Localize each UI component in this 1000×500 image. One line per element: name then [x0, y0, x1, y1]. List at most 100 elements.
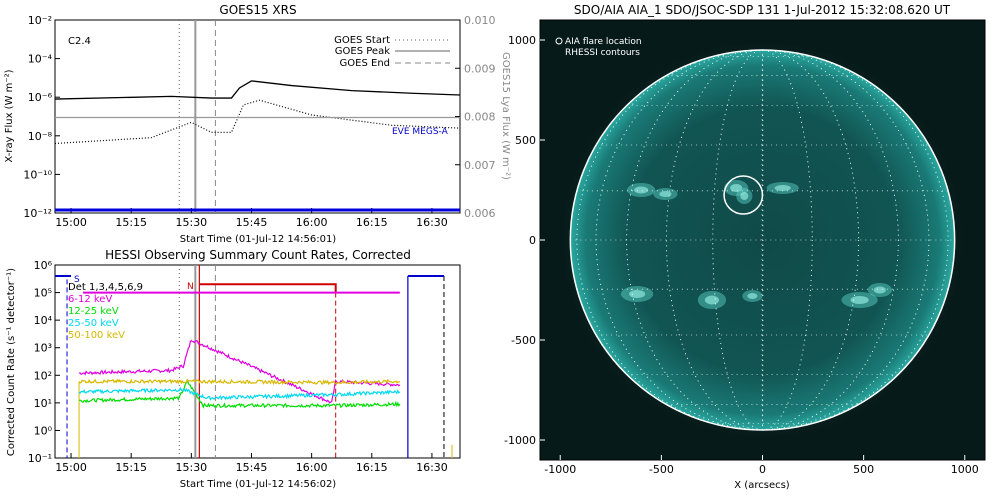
hessi-y-ticks: 10⁶ 10⁵ 10⁴ 10³ 10² 10¹ 10⁰ 10⁻¹	[28, 259, 60, 465]
aia-active-region-core	[774, 185, 791, 191]
goes-x-tick-label: 15:45	[236, 216, 268, 229]
hessi-y-tick-label: 10⁴	[34, 314, 53, 327]
aia-x-tick-label: -500	[649, 463, 674, 476]
goes-y-tick-label: 10⁻²	[28, 14, 52, 27]
hessi-series-25-50-kev	[78, 386, 401, 401]
goes-y-tick-label: 10⁻¹²	[23, 207, 52, 220]
goes-x-tick-label: 16:00	[296, 216, 328, 229]
aia-active-region-core	[740, 192, 749, 200]
hessi-x-tick-label: 15:45	[236, 461, 268, 474]
hessi-series-50-100-kev	[78, 378, 401, 386]
aia-y-ticks: 1000 500 0 -500 -1000	[504, 34, 545, 447]
aia-grid-longitude	[626, 49, 899, 431]
aia-x-tick-label: -1000	[544, 463, 576, 476]
aia-y-tick-label: -500	[511, 334, 536, 347]
goes-y2-tick-label: 0.008	[464, 111, 496, 124]
aia-grid-longitude	[576, 49, 949, 431]
aia-x-ticks: -1000 -500 0 500 1000	[544, 455, 979, 476]
hessi-legend-6-12: 6-12 keV	[68, 294, 112, 305]
hessi-series-6-12-kev	[78, 339, 401, 404]
goes-y2-tick-label: 0.010	[464, 14, 496, 27]
aia-x-tick-label: 1000	[951, 463, 979, 476]
goes-series-long	[54, 80, 461, 100]
hessi-y-label: Corrected Count Rate (s⁻¹ detector⁻¹)	[6, 268, 17, 456]
hessi-legend-25-50: 25-50 keV	[68, 318, 119, 329]
hessi-legend: Det 1,3,4,5,6,9 6-12 keV 12-25 keV 25-50…	[68, 282, 143, 341]
aia-panel: SDO/AIA AIA_1 SDO/JSOC-SDP 131 1-Jul-201…	[504, 3, 986, 491]
goes-x-tick-label: 16:15	[356, 216, 388, 229]
goes-y-tick-label: 10⁻¹⁰	[23, 168, 52, 181]
aia-active-region-core	[850, 296, 869, 304]
hessi-x-ticks: 15:00 15:15 15:30 15:45 16:00 16:15 16:30	[55, 453, 448, 474]
goes-eve-label: EVE MEGS-A	[392, 127, 449, 137]
hessi-legend-12-25: 12-25 keV	[68, 306, 119, 317]
goes-y-ticks: 10⁻² 10⁻⁴ 10⁻⁶ 10⁻⁸ 10⁻¹⁰ 10⁻¹²	[23, 14, 60, 220]
aia-legend-rhessi: RHESSI contours	[565, 48, 640, 58]
goes-y-tick-label: 10⁻⁶	[28, 91, 53, 104]
aia-active-region-core	[659, 191, 672, 197]
hessi-x-label: Start Time (01-Jul-12 14:56:02)	[180, 479, 337, 490]
goes-plot-area	[54, 20, 461, 213]
hessi-y-tick-label: 10⁶	[34, 259, 53, 272]
aia-flare-location-circle	[723, 175, 764, 215]
goes-legend: GOES Start GOES Peak GOES End	[334, 35, 450, 69]
aia-x-tick-label: 500	[853, 463, 874, 476]
aia-active-region-core	[730, 184, 743, 192]
aia-y-tick-label: 0	[529, 234, 536, 247]
hessi-y-tick-label: 10¹	[34, 397, 52, 410]
goes-y2-tick-label: 0.007	[464, 159, 496, 172]
goes-xrs-panel: GOES15 XRS 15:00 15:15 15:30 15:45 16:00 16:1…	[4, 3, 511, 245]
aia-legend-flare-location: AIA flare location	[565, 37, 642, 47]
goes-title: GOES15 XRS	[219, 3, 296, 17]
legend-goes-peak: GOES Peak	[335, 46, 390, 57]
goes-flare-class: C2.4	[68, 36, 91, 47]
hessi-x-tick-label: 15:30	[175, 461, 207, 474]
hessi-x-tick-label: 15:00	[55, 461, 87, 474]
aia-solar-limb	[569, 49, 956, 431]
hessi-plot-area	[55, 265, 453, 458]
goes-y2-ticks: 0.010 0.009 0.008 0.007 0.006	[455, 14, 496, 220]
aia-y-tick-label: -1000	[504, 434, 536, 447]
hessi-y-tick-label: 10⁵	[34, 287, 52, 300]
hessi-flag-s: S	[74, 275, 80, 285]
goes-x-ticks: 15:00 15:15 15:30 15:45 16:00 16:15 16:30	[55, 208, 448, 229]
aia-x-tick-label: 0	[759, 463, 766, 476]
goes-y2-tick-label: 0.009	[464, 62, 496, 75]
goes-x-tick-label: 16:30	[416, 216, 448, 229]
goes-y2-tick-label: 0.006	[464, 207, 496, 220]
hessi-detectors: Det 1,3,4,5,6,9	[68, 282, 143, 293]
hessi-y-tick-label: 10²	[34, 369, 52, 382]
goes-y-label: X-ray Flux (W m⁻²)	[4, 69, 15, 162]
goes-y-tick-label: 10⁻⁴	[28, 53, 53, 66]
hessi-legend-50-100: 50-100 keV	[68, 330, 125, 341]
aia-y-tick-label: 1000	[508, 34, 536, 47]
hessi-plot-frame	[54, 264, 461, 459]
hessi-x-tick-label: 16:15	[356, 461, 388, 474]
aia-active-region-core	[873, 286, 886, 294]
aia-x-label: X (arcsecs)	[734, 480, 790, 491]
goes-plot-frame	[54, 19, 461, 214]
goes-series-short	[54, 99, 461, 145]
goes-x-tick-label: 15:00	[55, 216, 87, 229]
hessi-panel: HESSI Observing Summary Count Rates, Cor…	[6, 248, 461, 490]
hessi-flag-line-red	[199, 283, 337, 293]
goes-y2-label: GOES15 Lya Flux (W m⁻²)	[500, 52, 511, 180]
hessi-y-tick-label: 10⁻¹	[28, 452, 52, 465]
goes-x-tick-label: 15:15	[115, 216, 147, 229]
legend-goes-start: GOES Start	[334, 35, 390, 46]
aia-legend-flare-marker	[555, 37, 563, 45]
hessi-y-tick-label: 10³	[34, 342, 52, 355]
hessi-y-tick-label: 10⁰	[34, 424, 53, 437]
hessi-x-tick-label: 16:00	[296, 461, 328, 474]
aia-active-region-core	[629, 290, 646, 298]
hessi-flag-n: N	[187, 282, 194, 292]
hessi-series-12-25-kev	[78, 378, 401, 409]
aia-active-region-core	[704, 295, 720, 305]
aia-y-tick-label: 500	[515, 134, 536, 147]
legend-goes-end: GOES End	[340, 58, 390, 69]
aia-title: SDO/AIA AIA_1 SDO/JSOC-SDP 131 1-Jul-201…	[574, 3, 951, 17]
aia-active-region-core	[747, 293, 758, 299]
goes-x-label: Start Time (01-Jul-12 14:56:01)	[180, 234, 337, 245]
aia-legend: AIA flare location RHESSI contours	[555, 37, 642, 58]
